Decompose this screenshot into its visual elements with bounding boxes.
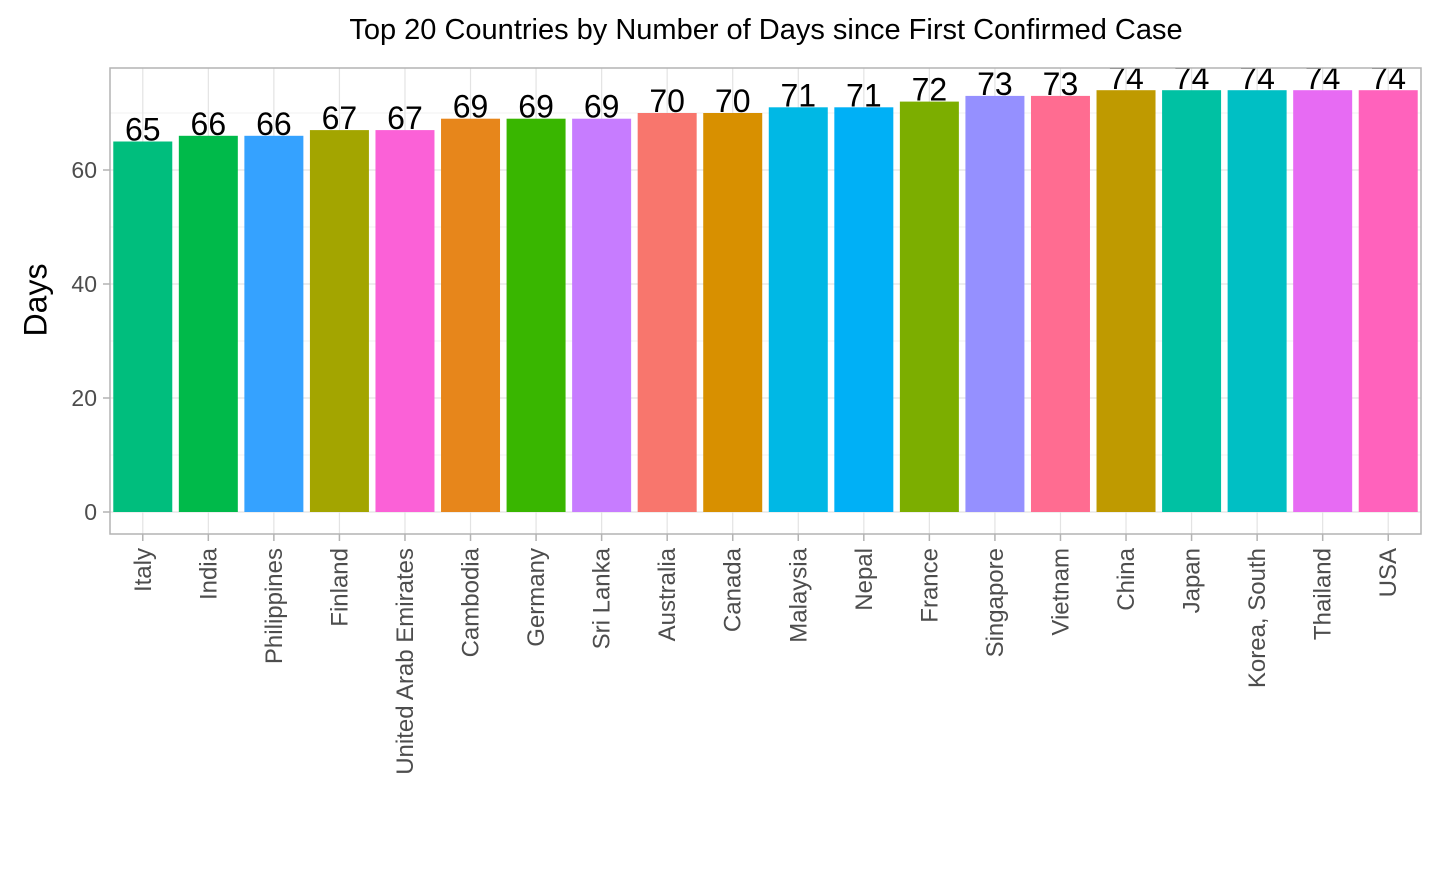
x-tick-label: Nepal [851,548,878,611]
x-tick-label: India [195,547,222,600]
bar [703,113,763,512]
bar [637,113,697,512]
bar [309,130,369,512]
y-tick-label: 40 [71,271,97,297]
bar [244,135,304,513]
plot-border [109,67,1422,535]
bar [1096,90,1156,512]
x-tick-label: Sri Lanka [589,547,616,649]
bar [506,118,566,512]
x-tick-label: France [916,548,943,623]
x-tick-label: Canada [720,547,747,632]
bar-value-label: 69 [584,89,620,125]
x-tick-label: Germany [523,548,550,647]
x-tick-label: Cambodia [458,547,485,657]
bar-value-label: 67 [387,100,423,136]
bar-value-label: 70 [649,83,685,119]
bar-value-label: 74 [1174,60,1210,96]
bar [178,135,238,513]
bar [441,118,501,512]
bar [834,107,894,513]
chart-title: Top 20 Countries by Number of Days since… [349,14,1183,46]
x-tick-label: Japan [1179,548,1206,613]
bar [1030,95,1090,513]
y-tick-label: 0 [84,499,97,525]
bar [1358,90,1418,512]
bar-value-label: 73 [1043,66,1079,102]
bar-value-label: 71 [780,77,816,113]
bar-value-label: 74 [1370,60,1406,96]
bar-value-label: 74 [1108,60,1144,96]
bar-value-label: 74 [1305,60,1341,96]
x-tick-label: Philippines [261,548,288,664]
bar [572,118,632,512]
plot-panel [110,68,1421,534]
bar-value-label: 65 [125,112,161,148]
x-tick-label: China [1113,547,1140,610]
x-tick-label: Australia [654,547,681,641]
bar [965,95,1025,513]
bar [1293,90,1353,512]
bar-value-label: 71 [846,77,882,113]
x-tick-label: Malaysia [785,547,812,642]
x-tick-label: Vietnam [1047,548,1074,636]
bar [768,107,828,513]
bar-value-label: 72 [912,72,948,108]
bar [899,101,959,512]
bar-value-label: 73 [977,66,1013,102]
y-tick-label: 20 [71,385,97,411]
bar [375,130,435,512]
x-tick-label: Italy [130,548,157,592]
bar [113,141,173,512]
bar-value-label: 69 [518,89,554,125]
plot-area: 65 66 66 67 67 69 69 69 70 70 71 71 72 73 73 74 74 74 74 74 [110,60,1421,534]
bar-value-label: 69 [453,89,489,125]
bar-value-label: 66 [256,106,292,142]
x-tick-label: Finland [326,548,353,627]
x-tick-label: Thailand [1310,548,1337,640]
x-tick-label: Korea, South [1244,548,1271,688]
x-tick-label: United Arab Emirates [392,548,419,775]
x-tick-label: USA [1375,548,1402,597]
x-tick-label: Singapore [982,548,1009,657]
bar-value-label: 67 [322,100,358,136]
bar-value-label: 66 [191,106,227,142]
bar-value-label: 74 [1239,60,1275,96]
y-tick-label: 60 [71,157,97,183]
bar [1162,90,1222,512]
bar [1227,90,1287,512]
bar-value-label: 70 [715,83,751,119]
